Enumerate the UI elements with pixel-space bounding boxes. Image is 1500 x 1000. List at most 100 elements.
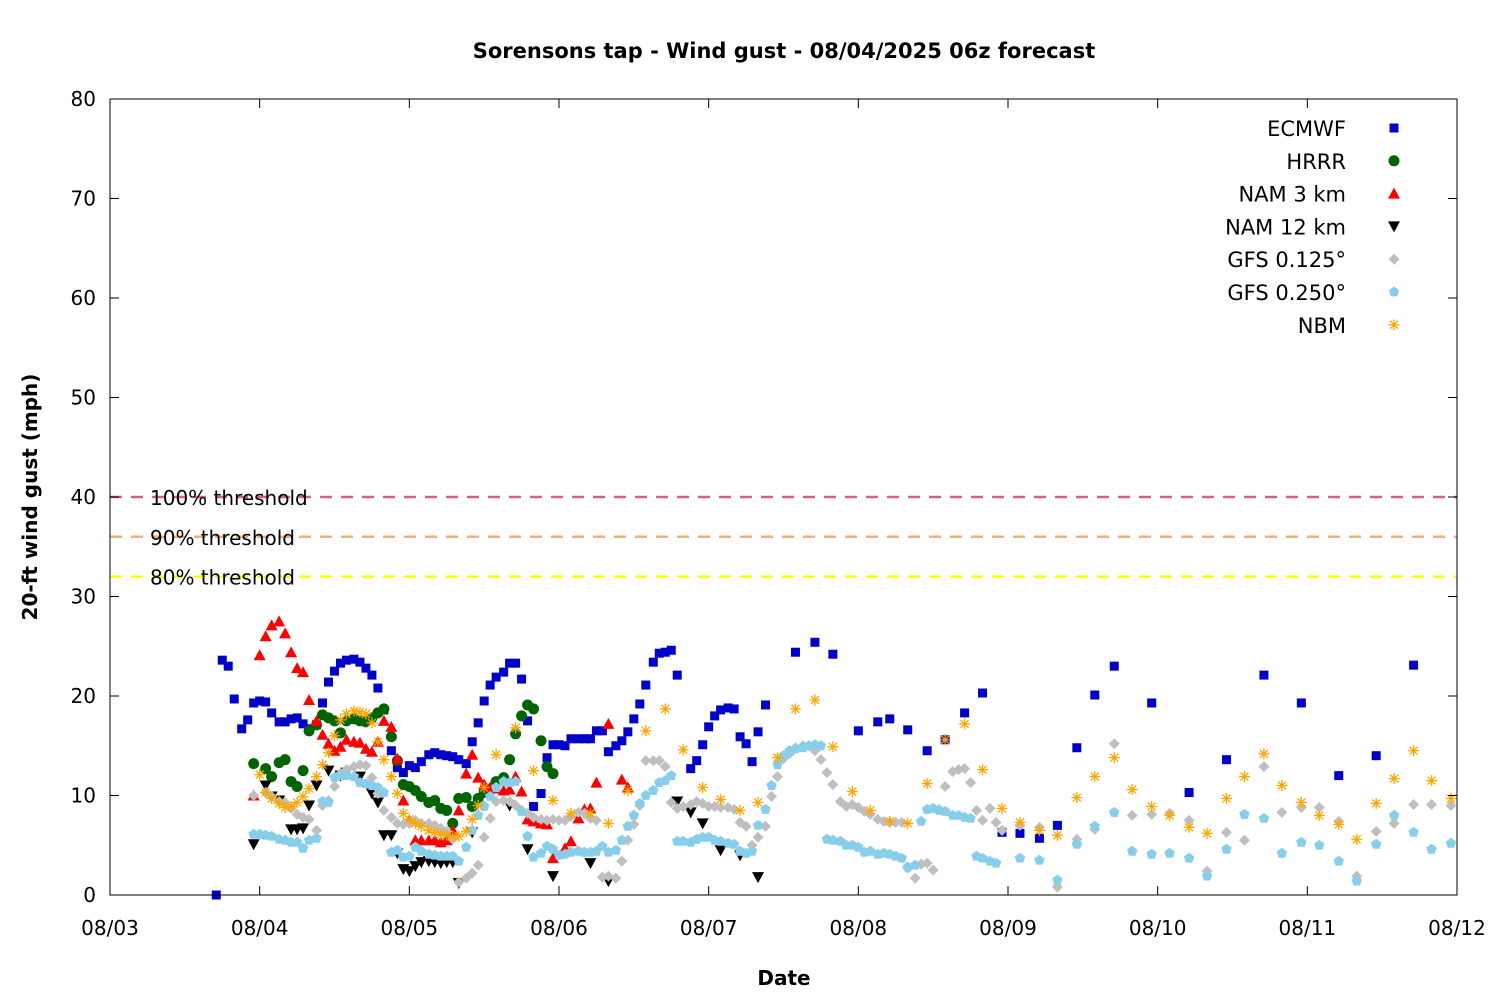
data-point-gfs-0-125 — [1276, 806, 1288, 818]
data-point-gfs-0-250 — [965, 812, 976, 823]
data-point-ecmwf — [292, 713, 302, 723]
data-point-ecmwf — [611, 741, 621, 751]
data-point-nam-3-km — [303, 693, 316, 705]
data-point-gfs-0-250 — [453, 855, 464, 866]
data-point-nbm — [715, 793, 727, 805]
legend: ECMWF HRRR NAM 3 km NAM 12 km GFS 0.125° GFS … — [1225, 117, 1400, 338]
data-point-nam-12-km — [521, 844, 534, 856]
data-point-ecmwf — [704, 722, 714, 732]
data-point-nam-12-km — [259, 780, 272, 792]
data-point-gfs-0-125 — [815, 754, 827, 766]
data-point-hrrr — [547, 768, 559, 780]
data-point-ecmwf — [436, 750, 446, 760]
data-point-ecmwf — [485, 680, 495, 690]
data-point-nam-12-km — [409, 861, 422, 873]
data-point-nam-12-km — [403, 866, 416, 878]
data-point-nbm — [329, 730, 340, 742]
data-point-gfs-0-125 — [647, 755, 659, 767]
data-point-ecmwf — [579, 734, 589, 744]
data-point-ecmwf — [761, 700, 771, 710]
threshold-label: 100% threshold — [150, 486, 308, 510]
data-point-nam-12-km — [671, 796, 684, 808]
data-point-nbm — [1351, 833, 1363, 845]
x-tick-label: 08/10 — [1129, 916, 1187, 940]
data-point-nbm — [323, 747, 335, 759]
data-point-gfs-0-250 — [715, 835, 726, 846]
data-point-ecmwf — [635, 699, 645, 709]
data-point-nbm — [297, 790, 309, 802]
data-point-nam-3-km — [265, 619, 278, 631]
data-point-nbm — [809, 694, 821, 706]
data-point-ecmwf — [729, 704, 739, 714]
data-point-ecmwf — [903, 725, 913, 735]
y-tick-label: 30 — [71, 585, 96, 609]
data-point-ecmwf — [591, 726, 601, 736]
data-point-gfs-0-250 — [678, 835, 689, 846]
data-point-ecmwf — [454, 755, 464, 765]
data-point-gfs-0-125 — [640, 755, 652, 767]
data-point-nbm — [677, 744, 689, 756]
legend-label: GFS 0.250° — [1227, 281, 1346, 305]
x-tick-label: 08/09 — [979, 916, 1037, 940]
data-point-gfs-0-125 — [385, 811, 397, 823]
y-tick-label: 80 — [71, 87, 96, 111]
data-point-gfs-0-125 — [1221, 826, 1233, 838]
data-point-hrrr — [441, 804, 453, 816]
data-point-ecmwf — [660, 647, 670, 657]
x-tick-label: 08/08 — [830, 916, 888, 940]
data-point-ecmwf — [716, 705, 726, 715]
legend-marker-nam-12-km — [1388, 221, 1400, 233]
data-point-ecmwf — [491, 672, 501, 682]
data-point-ecmwf — [585, 734, 595, 744]
data-point-nbm — [317, 759, 329, 771]
data-point-gfs-0-125 — [478, 831, 490, 843]
data-point-gfs-0-250 — [896, 852, 907, 863]
data-point-ecmwf — [223, 661, 233, 671]
data-point-ecmwf — [735, 732, 745, 742]
data-point-nbm — [360, 708, 372, 720]
data-point-ecmwf — [873, 717, 883, 727]
data-point-nbm — [977, 764, 989, 776]
data-point-nam-3-km — [564, 835, 577, 847]
data-point-nam-12-km — [385, 830, 398, 842]
data-point-gfs-0-125 — [366, 772, 378, 784]
data-point-ecmwf — [341, 655, 351, 665]
data-point-gfs-0-125 — [1426, 798, 1438, 810]
data-points — [211, 615, 1457, 900]
data-point-nam-12-km — [310, 780, 323, 792]
legend-label: NBM — [1298, 314, 1346, 338]
data-point-nbm — [1295, 796, 1307, 808]
data-point-ecmwf — [479, 696, 489, 706]
data-point-gfs-0-250 — [547, 843, 559, 854]
data-point-ecmwf — [237, 724, 247, 734]
data-point-gfs-0-250 — [916, 815, 927, 826]
data-point-gfs-0-250 — [348, 771, 360, 781]
data-point-nam-3-km — [316, 728, 329, 740]
data-point-gfs-0-125 — [1183, 814, 1195, 826]
data-point-nam-3-km — [297, 666, 310, 678]
data-point-ecmwf — [1184, 788, 1194, 798]
data-point-nam-3-km — [615, 773, 628, 785]
data-point-ecmwf — [361, 663, 371, 673]
y-tick-label: 70 — [71, 187, 96, 211]
data-point-ecmwf — [499, 667, 509, 677]
data-point-nbm — [789, 703, 801, 715]
data-point-gfs-0-250 — [1089, 820, 1100, 831]
data-point-gfs-0-125 — [909, 872, 921, 884]
data-point-ecmwf — [554, 740, 564, 750]
data-point-gfs-0-125 — [715, 801, 727, 813]
data-point-nam-3-km — [503, 783, 516, 795]
data-point-ecmwf — [367, 670, 377, 680]
data-point-hrrr — [248, 758, 260, 770]
data-point-nam-12-km — [752, 872, 765, 884]
data-point-nam-12-km — [547, 871, 560, 883]
data-point-nbm — [1071, 791, 1083, 803]
data-point-gfs-0-125 — [990, 816, 1002, 828]
data-point-nbm — [266, 792, 278, 804]
data-point-nam-12-km — [696, 818, 709, 830]
data-point-gfs-0-125 — [616, 855, 628, 867]
data-point-nbm — [472, 799, 484, 811]
data-point-hrrr — [528, 703, 540, 715]
data-point-nbm — [510, 722, 522, 734]
series-gfs-0-250 — [248, 739, 1457, 886]
